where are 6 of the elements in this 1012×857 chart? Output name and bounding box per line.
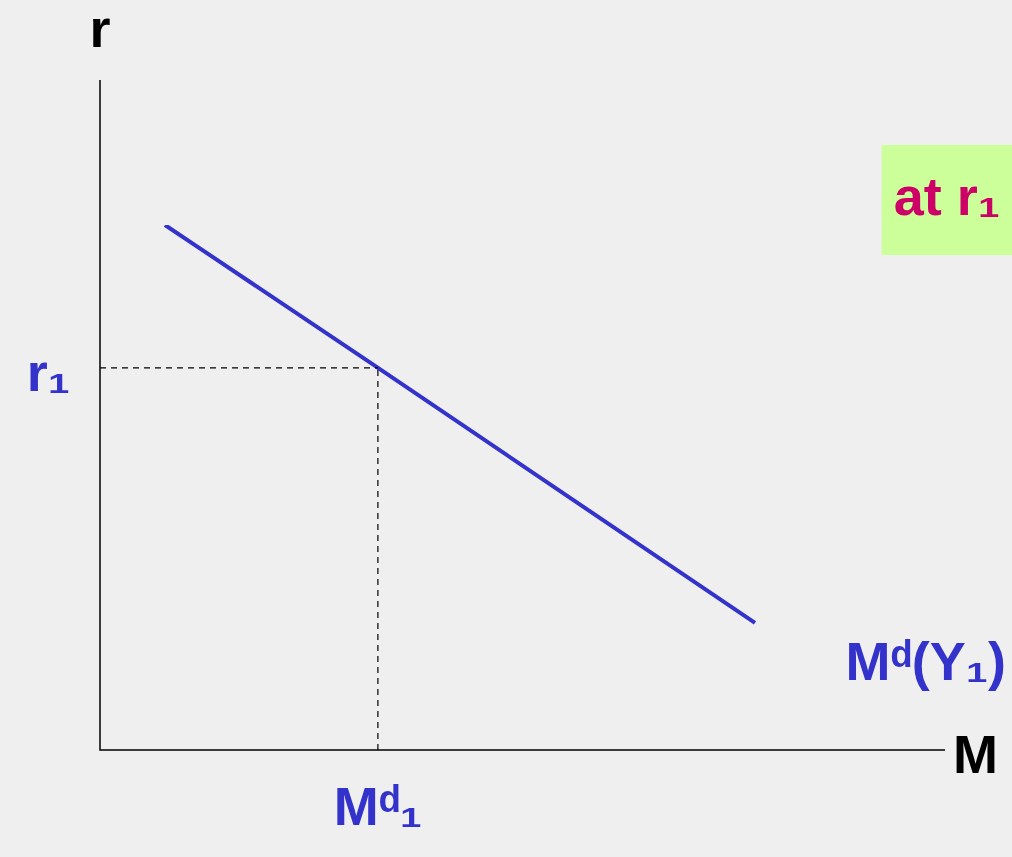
annotation: Mᵈ₁ xyxy=(333,775,423,836)
ref-line-label: r₁ xyxy=(26,341,70,402)
text: at r₁ xyxy=(893,165,1001,226)
series-label: Mᵈ(Y₁) xyxy=(845,630,1006,691)
y-axis-title: r xyxy=(89,0,111,58)
x-axis-title: M xyxy=(953,723,998,784)
